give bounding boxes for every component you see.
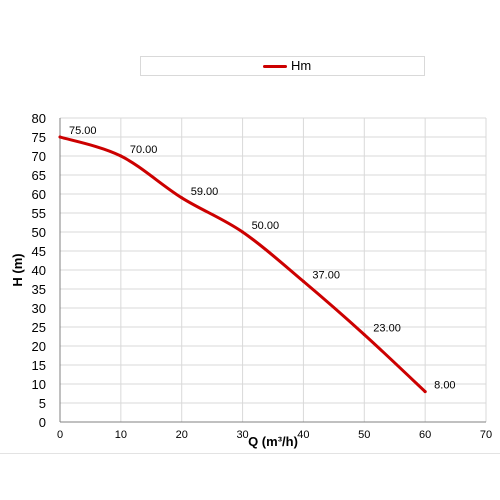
data-label-4: 37.00: [312, 269, 340, 281]
bottom-divider: [0, 453, 500, 454]
data-label-5: 23.00: [373, 323, 401, 335]
y-tick-label-60: 60: [32, 187, 46, 202]
x-tick-label-40: 40: [297, 429, 309, 441]
y-tick-label-25: 25: [32, 320, 46, 335]
y-tick-label-5: 5: [39, 396, 46, 411]
x-tick-label-70: 70: [480, 429, 492, 441]
x-tick-label-20: 20: [176, 429, 188, 441]
x-tick-label-60: 60: [419, 429, 431, 441]
x-tick-label-30: 30: [236, 429, 248, 441]
legend-label-hm: Hm: [291, 58, 312, 73]
y-tick-label-50: 50: [32, 225, 46, 240]
data-point-6: [423, 390, 427, 394]
y-tick-label-80: 80: [32, 111, 46, 126]
y-tick-label-40: 40: [32, 263, 46, 278]
y-tick-label-75: 75: [32, 130, 46, 145]
y-tick-label-65: 65: [32, 168, 46, 183]
data-point-2: [180, 196, 184, 200]
data-point-4: [301, 279, 305, 283]
x-tick-label-10: 10: [115, 429, 127, 441]
y-tick-label-45: 45: [32, 244, 46, 259]
data-label-2: 59.00: [191, 186, 219, 198]
data-point-0: [58, 135, 62, 139]
y-axis-title: H (m): [10, 253, 25, 286]
data-label-1: 70.00: [130, 144, 158, 156]
data-label-6: 8.00: [434, 380, 455, 392]
y-tick-label-55: 55: [32, 206, 46, 221]
legend-swatch-hm: [263, 65, 287, 68]
y-tick-label-10: 10: [32, 377, 46, 392]
y-tick-label-35: 35: [32, 282, 46, 297]
y-tick-label-15: 15: [32, 358, 46, 373]
data-point-5: [362, 333, 366, 337]
y-tick-label-70: 70: [32, 149, 46, 164]
data-label-3: 50.00: [252, 220, 280, 232]
data-point-3: [241, 230, 245, 234]
x-axis-title: Q (m³/h): [248, 434, 298, 449]
data-label-0: 75.00: [69, 125, 97, 137]
x-tick-label-0: 0: [57, 429, 63, 441]
y-tick-label-20: 20: [32, 339, 46, 354]
legend: Hm: [140, 56, 425, 76]
y-tick-label-0: 0: [39, 415, 46, 430]
y-tick-label-30: 30: [32, 301, 46, 316]
x-tick-label-50: 50: [358, 429, 370, 441]
data-point-1: [119, 154, 123, 158]
